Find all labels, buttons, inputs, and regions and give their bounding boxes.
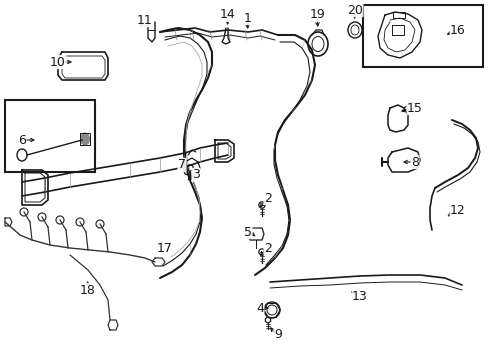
Text: 15: 15 xyxy=(407,102,423,114)
Text: 3: 3 xyxy=(192,168,200,181)
Text: 11: 11 xyxy=(137,13,153,27)
Text: 8: 8 xyxy=(411,156,419,168)
Text: 9: 9 xyxy=(274,328,282,342)
Text: 7: 7 xyxy=(178,158,186,171)
Text: 20: 20 xyxy=(347,4,363,17)
Text: 2: 2 xyxy=(264,242,272,255)
Bar xyxy=(363,5,483,67)
Text: 18: 18 xyxy=(80,284,96,297)
Text: 13: 13 xyxy=(352,289,368,302)
Text: 19: 19 xyxy=(310,9,326,22)
Text: 10: 10 xyxy=(50,55,66,68)
Bar xyxy=(5,100,95,172)
Text: 5: 5 xyxy=(244,225,252,238)
Text: 17: 17 xyxy=(157,242,173,255)
Ellipse shape xyxy=(80,133,90,145)
Text: 2: 2 xyxy=(264,192,272,204)
Text: 16: 16 xyxy=(450,23,466,36)
Text: 12: 12 xyxy=(450,203,466,216)
Text: 4: 4 xyxy=(256,302,264,315)
Text: 6: 6 xyxy=(18,134,26,147)
Text: 14: 14 xyxy=(220,9,236,22)
Text: 1: 1 xyxy=(244,12,252,24)
